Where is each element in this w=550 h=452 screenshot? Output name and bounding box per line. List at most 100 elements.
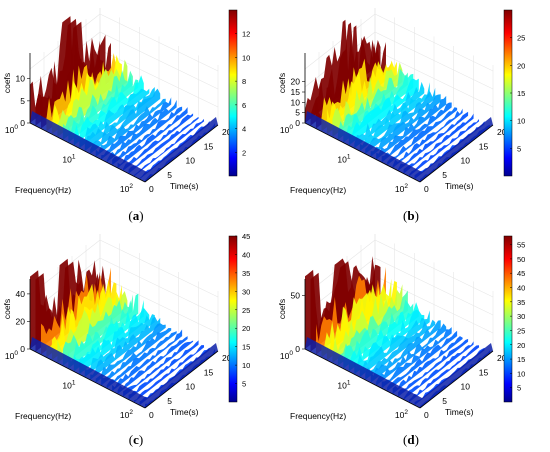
colorbar-tick-label: 25 [242, 306, 250, 315]
frequency-axis [304, 122, 421, 183]
surface-strip [84, 87, 155, 152]
freq-tick-label: 100 [5, 350, 18, 361]
x-axis-label: Frequency(Hz) [15, 185, 71, 195]
surface-front-edge [30, 111, 218, 182]
freq-tick-base: 10 [337, 381, 347, 391]
freq-tick-exp: 0 [289, 350, 293, 357]
z-tick-label: 5 [295, 108, 300, 118]
surface-strip [348, 302, 419, 372]
z-axis-label: coefs [277, 299, 287, 319]
colorbar-tick-label: 20 [517, 341, 525, 350]
colorbar-tick-label: 20 [517, 61, 525, 70]
time-tick-label: 10 [186, 382, 196, 392]
colorbar-tick-label: 2 [242, 148, 246, 157]
freq-tick-exp: 1 [347, 154, 351, 161]
surface-strip [112, 106, 183, 166]
freq-tick-label: 102 [395, 409, 408, 420]
caption-letter: b [407, 208, 414, 223]
freq-tick-exp: 2 [129, 409, 133, 416]
colorbar-tick-label: 12 [242, 30, 250, 39]
colorbar-tick-label: 10 [517, 117, 525, 126]
grid-line [304, 13, 376, 70]
surface-strip [106, 99, 177, 163]
colorbar-tick-label: 35 [517, 298, 525, 307]
surface-strip [409, 119, 480, 177]
freq-tick-base: 10 [62, 155, 72, 165]
caption-paren: ( [128, 208, 132, 223]
caption-letter: c [133, 432, 139, 447]
grid-line [99, 31, 219, 90]
freq-tick-base: 10 [395, 184, 405, 194]
colorbar-tick-label: 5 [242, 380, 246, 389]
surface-strip [370, 94, 441, 157]
z-tick-label: 50 [291, 291, 301, 301]
time-tick-label: 10 [186, 156, 196, 166]
time-tick-label: 10 [461, 156, 471, 166]
freq-tick-base: 10 [280, 125, 290, 135]
colorbar-tick-label: 40 [242, 250, 250, 259]
grid-line [374, 239, 494, 298]
colorbar-tick-label: 50 [517, 255, 525, 264]
surface-strip [123, 340, 194, 397]
surface-front-edge [305, 337, 493, 408]
grid-line [374, 31, 494, 90]
time-tick-label: 15 [204, 141, 214, 151]
freq-tick-label: 100 [5, 124, 18, 135]
caption-letter: d [407, 432, 415, 447]
surface-strip [337, 290, 408, 366]
x-axis-label: Frequency(Hz) [290, 411, 346, 421]
time-tick-label: 0 [149, 410, 154, 420]
frequency-axis [304, 348, 421, 409]
grid-line [99, 49, 219, 108]
caption-d: (d) [403, 432, 419, 447]
time-tick-label: 0 [149, 184, 154, 194]
caption-paren: ( [403, 208, 407, 223]
surface-strip [348, 78, 419, 146]
freq-tick-label: 101 [337, 154, 350, 165]
surface-front-edge [30, 337, 218, 408]
freq-tick-label: 100 [280, 124, 293, 135]
time-tick-label: 15 [479, 367, 489, 377]
grid-line [99, 239, 219, 298]
surface-strip [387, 107, 458, 166]
colorbar-tick-label: 10 [242, 361, 250, 370]
surface-front-edge [305, 111, 493, 182]
colorbar-tick-label: 25 [517, 34, 525, 43]
time-tick-label: 5 [442, 170, 447, 180]
colorbar-tick-label: 10 [517, 369, 525, 378]
z-tick-label: 10 [16, 74, 26, 84]
y-axis-label: Time(s) [445, 181, 474, 191]
grid-line [99, 275, 219, 334]
time-tick-label: 0 [424, 410, 429, 420]
surface-strip [68, 293, 139, 369]
frequency-axis [29, 348, 146, 409]
surface-strip [95, 323, 166, 383]
y-axis-label: Time(s) [445, 407, 474, 417]
surface-strip [112, 329, 183, 392]
colorbar-tick-label: 55 [517, 241, 525, 250]
caption-b: (b) [403, 208, 419, 223]
z-axis-label: coefs [2, 73, 12, 93]
colorbar [228, 9, 238, 177]
z-tick-label: 20 [16, 316, 26, 326]
surface-strip [370, 320, 441, 383]
caption-paren: ) [139, 208, 143, 223]
colorbar-tick-label: 10 [242, 53, 250, 62]
surface-strip [381, 102, 452, 163]
colorbar-tick-label: 30 [517, 312, 525, 321]
surface-strip [106, 331, 177, 389]
freq-tick-base: 10 [5, 351, 15, 361]
surface-strip [315, 25, 386, 129]
surface-strip [387, 330, 458, 392]
surface-strip [332, 284, 403, 364]
surface-strip [101, 328, 172, 386]
surface-strip [398, 338, 469, 397]
grid-line [99, 13, 219, 72]
surface-strip [101, 97, 172, 160]
freq-tick-label: 102 [120, 183, 133, 194]
colorbar-tick-label: 6 [242, 101, 246, 110]
freq-tick-base: 10 [280, 351, 290, 361]
